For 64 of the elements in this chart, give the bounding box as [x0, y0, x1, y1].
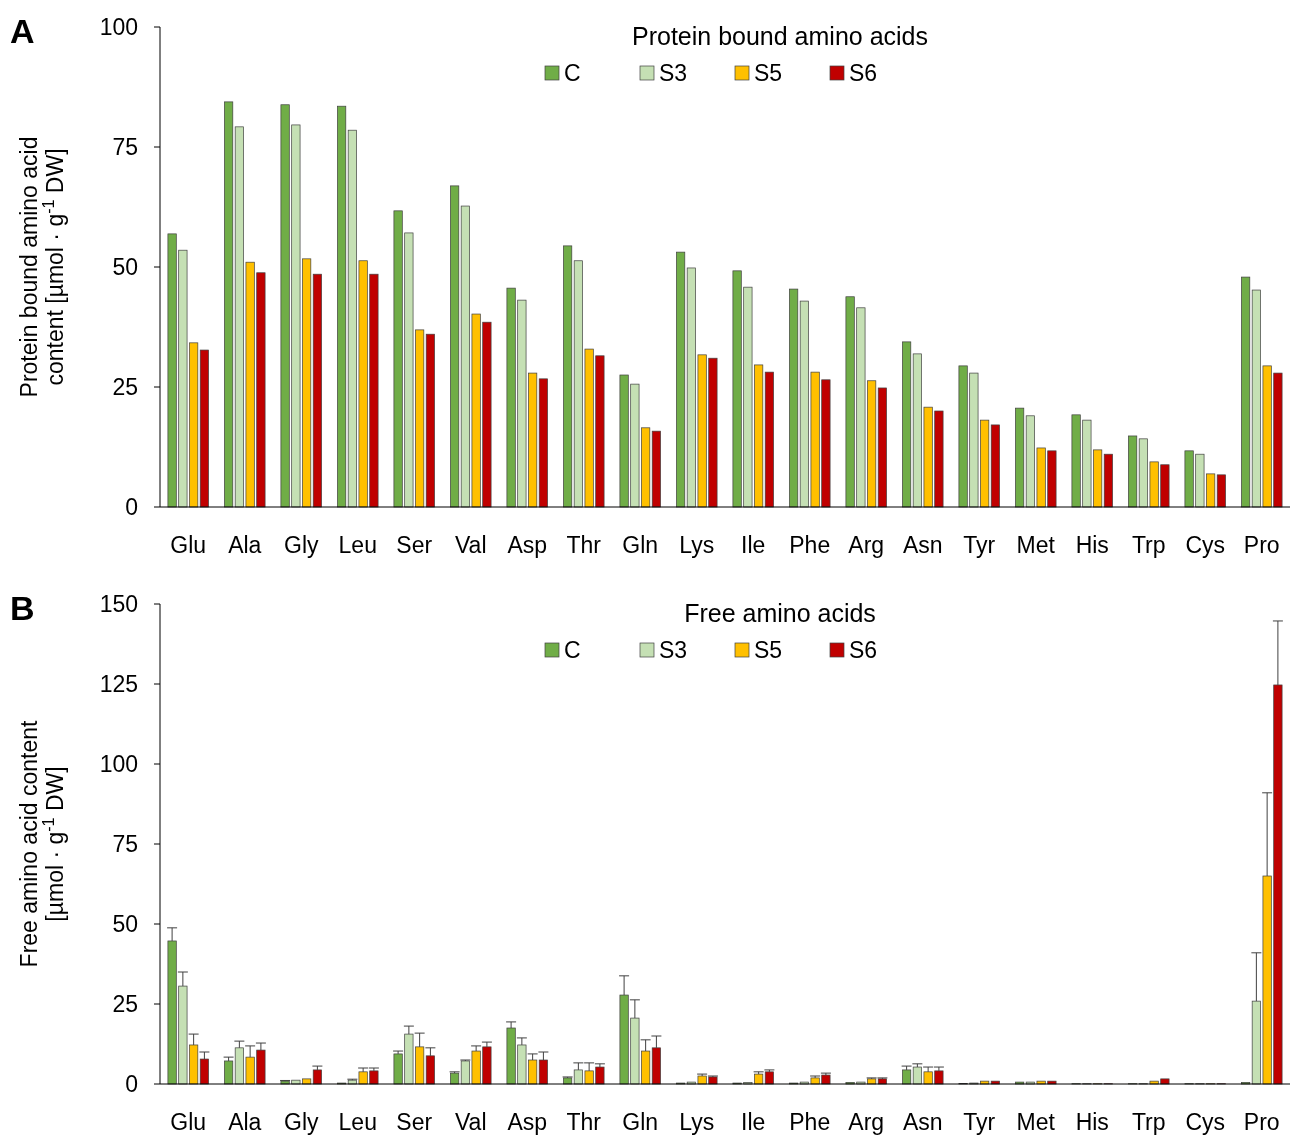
- chart-title: Protein bound amino acids: [631, 22, 929, 50]
- x-tick-label: Phe: [789, 1109, 831, 1135]
- y-tick-label: 100: [99, 751, 138, 778]
- x-tick-label: Arg: [848, 532, 885, 558]
- x-tick-label: Tyr: [963, 532, 996, 558]
- x-tick-label: Tyr: [963, 1109, 996, 1135]
- x-tick-label: Gly: [284, 532, 319, 558]
- x-tick-label: Gln: [622, 1109, 659, 1135]
- x-tick-label: Ile: [741, 532, 766, 558]
- text: A: [10, 12, 35, 50]
- chart-title: Free amino acids: [684, 599, 876, 627]
- text: B: [10, 589, 35, 627]
- x-tick-label: Cys: [1185, 1109, 1226, 1135]
- x-tick-label: Asn: [902, 532, 943, 558]
- x-tick-label: Asn: [902, 1109, 943, 1135]
- y-tick-label: 150: [99, 591, 138, 618]
- x-tick-label: Met: [1016, 1109, 1056, 1135]
- x-tick-label: Arg: [848, 1109, 885, 1135]
- x-tick-label: Ile: [741, 1109, 766, 1135]
- x-tick-label: Lys: [679, 532, 715, 558]
- x-tick-label: His: [1075, 532, 1109, 558]
- x-tick-label: Cys: [1185, 532, 1226, 558]
- y-tick-label: 75: [112, 831, 138, 858]
- legend-label: S5: [754, 637, 783, 664]
- x-tick-label: Thr: [566, 532, 602, 558]
- legend-label: S6: [849, 60, 878, 87]
- x-tick-label: Gln: [622, 532, 659, 558]
- x-tick-label: Asp: [507, 532, 548, 558]
- y-tick-label: 75: [112, 134, 138, 161]
- x-tick-label: Leu: [338, 532, 377, 558]
- x-tick-label: Lys: [679, 1109, 715, 1135]
- legend-label: S5: [754, 60, 783, 87]
- y-tick-label: 25: [112, 991, 138, 1018]
- x-tick-label: Pro: [1243, 532, 1280, 558]
- legend-label: S3: [659, 637, 688, 664]
- y-tick-label: 0: [125, 494, 138, 521]
- x-tick-label: Ala: [228, 532, 262, 558]
- x-tick-label: His: [1075, 1109, 1109, 1135]
- x-tick-label: Val: [454, 532, 487, 558]
- x-tick-label: Leu: [338, 1109, 377, 1135]
- y-tick-label: 125: [99, 671, 138, 698]
- x-tick-label: Ser: [396, 532, 433, 558]
- x-tick-label: Asp: [507, 1109, 548, 1135]
- x-tick-label: Val: [454, 1109, 487, 1135]
- y-tick-label: 100: [99, 14, 138, 41]
- x-tick-label: Glu: [170, 1109, 207, 1135]
- x-tick-label: Gly: [284, 1109, 319, 1135]
- legend-label: C: [564, 637, 581, 664]
- legend-label: C: [564, 60, 581, 87]
- y-tick-label: 25: [112, 374, 138, 401]
- x-tick-label: Thr: [566, 1109, 602, 1135]
- x-tick-label: Pro: [1243, 1109, 1280, 1135]
- y-tick-label: 50: [112, 254, 138, 281]
- y-tick-label: 50: [112, 911, 138, 938]
- x-tick-label: Met: [1016, 532, 1056, 558]
- y-tick-label: 0: [125, 1071, 138, 1098]
- x-tick-label: Glu: [170, 532, 207, 558]
- legend-label: S3: [659, 60, 688, 87]
- x-tick-label: Trp: [1131, 1109, 1166, 1135]
- legend-label: S6: [849, 637, 878, 664]
- x-tick-label: Phe: [789, 532, 831, 558]
- x-tick-label: Ser: [396, 1109, 433, 1135]
- x-tick-label: Ala: [228, 1109, 262, 1135]
- x-tick-label: Trp: [1131, 532, 1166, 558]
